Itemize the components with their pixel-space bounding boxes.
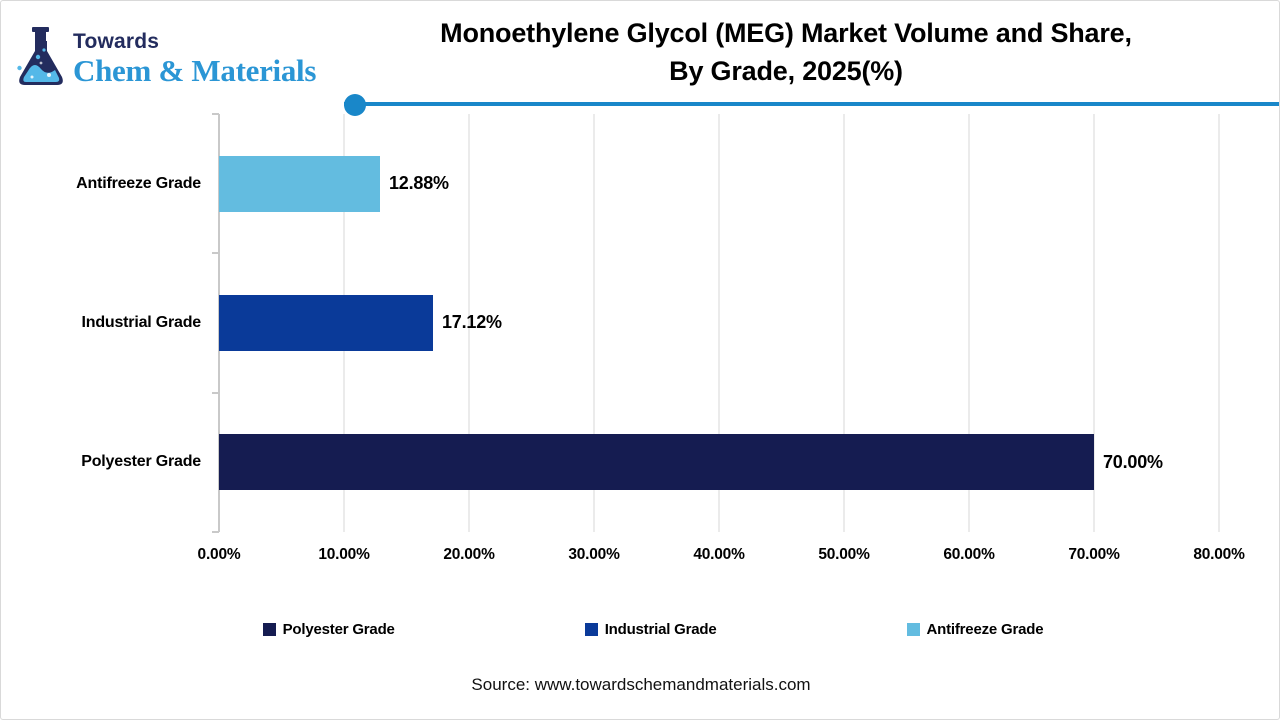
legend-item: Industrial Grade <box>584 621 717 638</box>
x-tick-label: 10.00% <box>318 546 370 563</box>
gridline <box>468 114 470 532</box>
brand-bottom-text: Chem & Materials <box>73 53 317 88</box>
category-label: Antifreeze Grade <box>76 174 201 192</box>
value-label: 17.12% <box>442 312 502 333</box>
y-axis-tick <box>212 252 219 255</box>
y-axis-tick <box>212 391 219 394</box>
legend-label: Polyester Grade <box>282 621 395 638</box>
flask-icon <box>17 27 63 85</box>
bar-rows: Antifreeze Grade 12.88% Industrial Grade 17… <box>1 114 1279 532</box>
source-text: Source: www.towardschemandmaterials.com <box>471 675 811 694</box>
category-label: Industrial Grade <box>81 313 202 331</box>
bar-row: Antifreeze Grade 12.88% <box>1 114 1279 253</box>
legend-item: Antifreeze Grade <box>906 621 1044 638</box>
chart-title: Monoethylene Glycol (MEG) Market Volume … <box>346 14 1226 90</box>
bar-polyester-grade <box>219 434 1094 491</box>
gridline <box>1093 114 1095 532</box>
chart-title-line2: By Grade, 2025(%) <box>669 56 903 86</box>
x-tick-label: 0.00% <box>197 546 241 563</box>
value-label: 70.00% <box>1103 451 1163 472</box>
bar-row: Polyester Grade 70.00% <box>1 393 1279 532</box>
category-label: Polyester Grade <box>81 453 201 471</box>
y-axis-tick <box>212 113 219 115</box>
legend-label: Antifreeze Grade <box>926 621 1044 638</box>
bar-row: Industrial Grade 17.12% <box>1 253 1279 392</box>
legend-swatch-icon <box>262 623 276 636</box>
brand-logo: Towards Chem & Materials <box>15 27 316 89</box>
gridline <box>968 114 970 532</box>
bar-industrial-grade <box>219 294 433 351</box>
x-axis-labels: 0.00% 10.00% 20.00% 30.00% 40.00% 50.00% 60.00… <box>1 546 1279 574</box>
value-label: 12.88% <box>389 173 449 194</box>
title-underline-dot <box>344 94 366 116</box>
chart-title-line1: Monoethylene Glycol (MEG) Market Volume … <box>440 18 1132 48</box>
legend-label: Industrial Grade <box>604 621 717 638</box>
gridline <box>1218 114 1220 532</box>
x-tick-label: 30.00% <box>568 546 620 563</box>
legend-swatch-icon <box>906 623 920 636</box>
x-tick-label: 70.00% <box>1068 546 1120 563</box>
legend-swatch-icon <box>584 623 598 636</box>
legend: Polyester Grade Industrial Grade Antifreez… <box>13 621 1279 638</box>
gridline <box>843 114 845 532</box>
x-tick-label: 40.00% <box>693 546 745 563</box>
x-tick-label: 80.00% <box>1193 546 1245 563</box>
legend-item: Polyester Grade <box>262 621 395 638</box>
gridline <box>593 114 595 532</box>
gridline <box>718 114 720 532</box>
y-axis-tick <box>212 531 219 533</box>
brand-name: Towards Chem & Materials <box>73 27 316 86</box>
bar-antifreeze-grade <box>219 155 380 212</box>
title-underline <box>344 102 1279 106</box>
brand-top-text: Towards <box>73 30 160 53</box>
x-tick-label: 20.00% <box>443 546 495 563</box>
x-tick-label: 60.00% <box>943 546 995 563</box>
x-tick-label: 50.00% <box>818 546 870 563</box>
